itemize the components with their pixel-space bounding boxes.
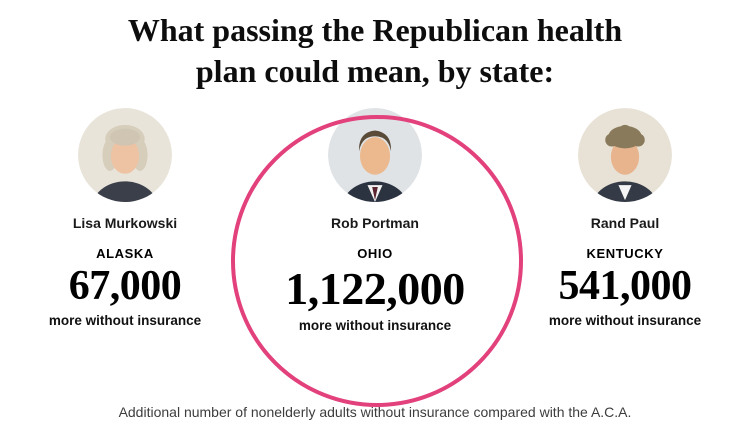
portrait-image xyxy=(578,107,672,202)
count-caption: more without insurance xyxy=(48,312,202,328)
uninsured-count: 541,000 xyxy=(558,262,693,309)
senator-name: Rand Paul xyxy=(590,214,660,231)
count-caption: more without insurance xyxy=(548,312,702,328)
portrait-lisa-murkowski xyxy=(78,107,172,202)
count-caption: more without insurance xyxy=(298,317,452,333)
uninsured-count: 67,000 xyxy=(68,262,182,309)
state-label: ALASKA xyxy=(96,245,154,261)
senator-column-portman: Rob Portman OHIO 1,122,000 more without … xyxy=(250,107,500,333)
state-label: OHIO xyxy=(357,245,393,261)
uninsured-count: 1,122,000 xyxy=(285,262,465,314)
state-label: KENTUCKY xyxy=(586,245,664,261)
senator-column-murkowski: Lisa Murkowski ALASKA 67,000 more withou… xyxy=(0,107,250,333)
senator-column-paul: Rand Paul KENTUCKY 541,000 more without … xyxy=(500,107,750,333)
senators-row: Lisa Murkowski ALASKA 67,000 more withou… xyxy=(0,107,750,333)
portrait-image xyxy=(78,107,172,202)
senator-name: Lisa Murkowski xyxy=(72,214,178,231)
page-title: What passing the Republican health plan … xyxy=(127,12,623,89)
portrait-image xyxy=(328,107,422,202)
footnote: Additional number of nonelderly adults w… xyxy=(118,404,632,420)
infographic: What passing the Republican health plan … xyxy=(0,10,750,432)
portrait-rob-portman xyxy=(328,107,422,202)
portrait-rand-paul xyxy=(578,107,672,202)
senator-name: Rob Portman xyxy=(331,214,419,231)
